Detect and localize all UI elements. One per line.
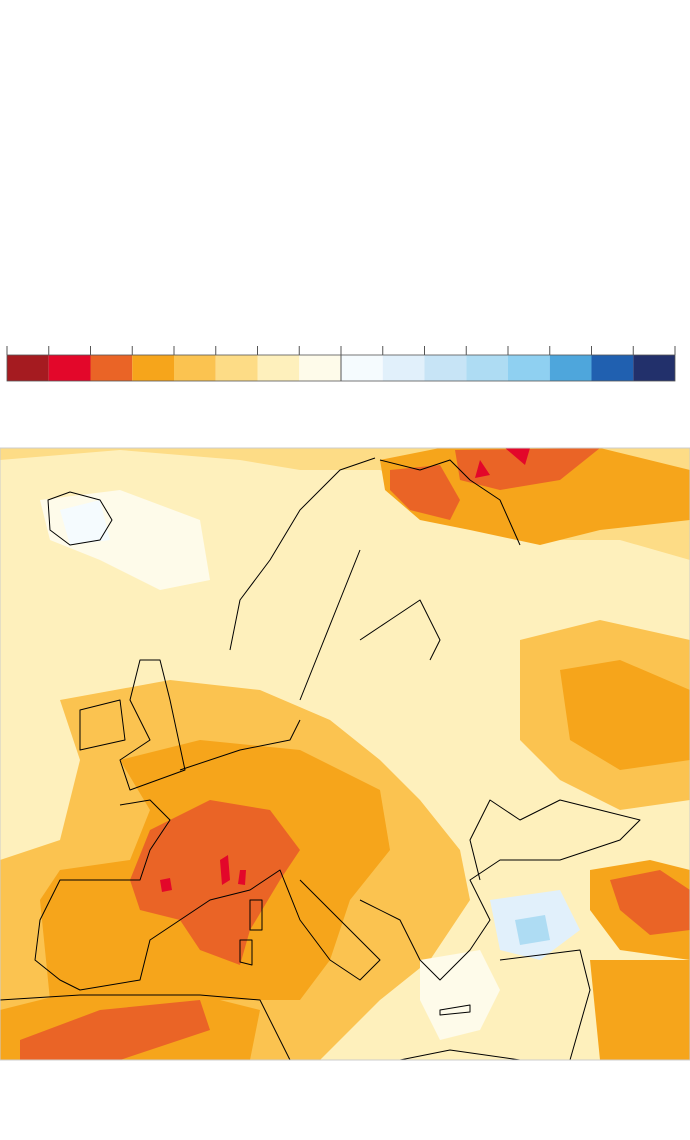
- coastline: [229, 457, 521, 701]
- color-swatch: [257, 355, 300, 381]
- anomaly-area: [390, 465, 460, 520]
- anomaly-area: [455, 448, 600, 490]
- map-frame: [0, 447, 690, 1061]
- map: [0, 447, 690, 1061]
- color-swatch: [299, 355, 341, 381]
- anomaly-area: [130, 800, 300, 965]
- anomaly-area: [380, 448, 690, 545]
- color-swatch: [48, 355, 91, 381]
- anomaly-area: [420, 950, 500, 1040]
- color-swatch: [508, 355, 550, 381]
- coastline: [79, 659, 186, 791]
- anomaly-area: [160, 855, 246, 892]
- color-swatch: [591, 355, 634, 381]
- color-swatch: [633, 355, 675, 381]
- anomaly-area: [515, 915, 550, 945]
- coastline: [47, 491, 113, 546]
- anomaly-area: [20, 1000, 210, 1060]
- coastline: [34, 719, 381, 991]
- color-swatch: [215, 355, 258, 381]
- color-swatch: [549, 355, 592, 381]
- anomaly-area: [610, 870, 690, 935]
- color-swatch: [466, 355, 508, 381]
- color-swatch: [90, 355, 133, 381]
- anomaly-area: [475, 448, 530, 478]
- color-swatch: [424, 355, 467, 381]
- anomaly-area: [590, 960, 690, 1060]
- coastline: [239, 899, 471, 1016]
- anomaly-area: [60, 500, 110, 545]
- coastline: [0, 799, 641, 1060]
- colorbar: [6, 346, 676, 382]
- anomaly-area: [560, 660, 690, 770]
- color-swatch: [382, 355, 425, 381]
- color-swatch: [7, 355, 49, 381]
- color-swatch: [341, 355, 383, 381]
- color-swatch: [132, 355, 174, 381]
- color-swatch: [174, 355, 216, 381]
